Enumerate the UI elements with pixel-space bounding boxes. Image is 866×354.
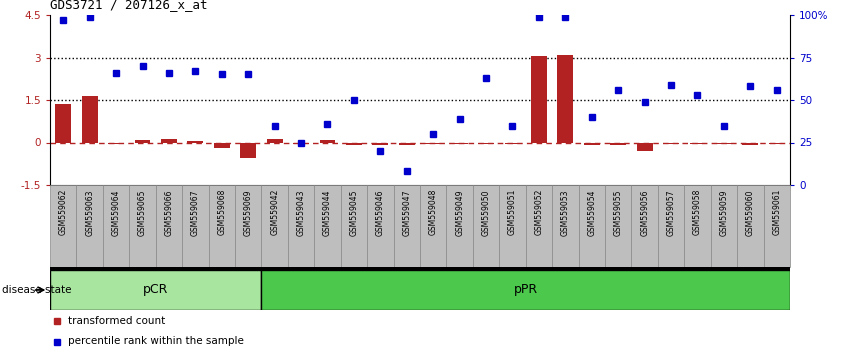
Bar	[399, 143, 415, 145]
Text: GSM559068: GSM559068	[217, 189, 226, 235]
Text: GSM559048: GSM559048	[429, 189, 437, 235]
Text: GSM559062: GSM559062	[59, 189, 68, 235]
Text: GSM559045: GSM559045	[349, 189, 359, 236]
FancyBboxPatch shape	[420, 185, 447, 267]
FancyBboxPatch shape	[288, 185, 314, 267]
Bar	[584, 143, 600, 145]
Text: GDS3721 / 207126_x_at: GDS3721 / 207126_x_at	[50, 0, 208, 11]
FancyBboxPatch shape	[50, 267, 790, 270]
FancyBboxPatch shape	[129, 185, 156, 267]
FancyBboxPatch shape	[156, 185, 182, 267]
Text: GSM559049: GSM559049	[456, 189, 464, 236]
Bar	[81, 96, 98, 143]
Bar	[663, 143, 679, 144]
Text: GSM559059: GSM559059	[720, 189, 728, 236]
Text: GSM559057: GSM559057	[667, 189, 675, 236]
FancyBboxPatch shape	[340, 185, 367, 267]
Text: pPR: pPR	[514, 284, 538, 297]
Text: GSM559052: GSM559052	[534, 189, 544, 235]
Bar	[294, 143, 309, 144]
FancyBboxPatch shape	[578, 185, 605, 267]
Bar	[689, 143, 706, 144]
Bar	[531, 56, 546, 143]
Bar	[452, 143, 468, 144]
Text: transformed count: transformed count	[68, 315, 165, 325]
FancyBboxPatch shape	[500, 185, 526, 267]
Bar	[108, 143, 124, 144]
FancyBboxPatch shape	[235, 185, 262, 267]
Text: GSM559065: GSM559065	[138, 189, 147, 236]
Text: GSM559042: GSM559042	[270, 189, 279, 235]
Bar	[637, 143, 653, 151]
Bar	[742, 143, 759, 145]
Text: disease state: disease state	[2, 285, 71, 295]
FancyBboxPatch shape	[553, 185, 578, 267]
FancyBboxPatch shape	[76, 185, 103, 267]
Text: GSM559060: GSM559060	[746, 189, 755, 236]
FancyBboxPatch shape	[526, 185, 553, 267]
FancyBboxPatch shape	[631, 185, 658, 267]
FancyBboxPatch shape	[737, 185, 764, 267]
Bar	[134, 140, 151, 143]
Bar	[320, 140, 335, 143]
FancyBboxPatch shape	[711, 185, 737, 267]
Text: GSM559053: GSM559053	[561, 189, 570, 236]
Bar	[425, 143, 441, 144]
FancyBboxPatch shape	[684, 185, 711, 267]
FancyBboxPatch shape	[209, 185, 235, 267]
Text: GSM559044: GSM559044	[323, 189, 332, 236]
Bar	[346, 143, 362, 145]
Text: GSM559051: GSM559051	[508, 189, 517, 235]
Bar	[478, 143, 494, 144]
FancyBboxPatch shape	[50, 270, 262, 310]
Text: GSM559054: GSM559054	[587, 189, 597, 236]
Text: GSM559066: GSM559066	[165, 189, 173, 236]
Text: percentile rank within the sample: percentile rank within the sample	[68, 337, 244, 347]
Text: GSM559043: GSM559043	[296, 189, 306, 236]
Text: GSM559064: GSM559064	[112, 189, 120, 236]
FancyBboxPatch shape	[605, 185, 631, 267]
FancyBboxPatch shape	[50, 185, 76, 267]
FancyBboxPatch shape	[658, 185, 684, 267]
Bar	[187, 141, 204, 143]
Bar	[769, 143, 785, 144]
FancyBboxPatch shape	[262, 185, 288, 267]
Bar	[267, 139, 282, 143]
Text: GSM559047: GSM559047	[403, 189, 411, 236]
Text: GSM559050: GSM559050	[481, 189, 490, 236]
FancyBboxPatch shape	[764, 185, 790, 267]
Text: GSM559056: GSM559056	[640, 189, 650, 236]
Text: GSM559063: GSM559063	[85, 189, 94, 236]
Text: GSM559067: GSM559067	[191, 189, 200, 236]
FancyBboxPatch shape	[182, 185, 209, 267]
Text: GSM559046: GSM559046	[376, 189, 385, 236]
Bar	[55, 104, 71, 143]
Text: pCR: pCR	[143, 284, 168, 297]
Bar	[214, 143, 229, 148]
FancyBboxPatch shape	[367, 185, 393, 267]
Bar	[161, 139, 177, 143]
Text: GSM559061: GSM559061	[772, 189, 781, 235]
FancyBboxPatch shape	[447, 185, 473, 267]
Bar	[505, 143, 520, 144]
Text: GSM559069: GSM559069	[243, 189, 253, 236]
Text: GSM559058: GSM559058	[693, 189, 702, 235]
FancyBboxPatch shape	[314, 185, 340, 267]
Bar	[558, 55, 573, 143]
FancyBboxPatch shape	[473, 185, 500, 267]
Bar	[611, 143, 626, 145]
Text: GSM559055: GSM559055	[614, 189, 623, 236]
Bar	[372, 143, 388, 145]
Bar	[240, 143, 256, 158]
FancyBboxPatch shape	[262, 270, 790, 310]
FancyBboxPatch shape	[393, 185, 420, 267]
FancyBboxPatch shape	[103, 185, 129, 267]
Bar	[716, 143, 732, 144]
